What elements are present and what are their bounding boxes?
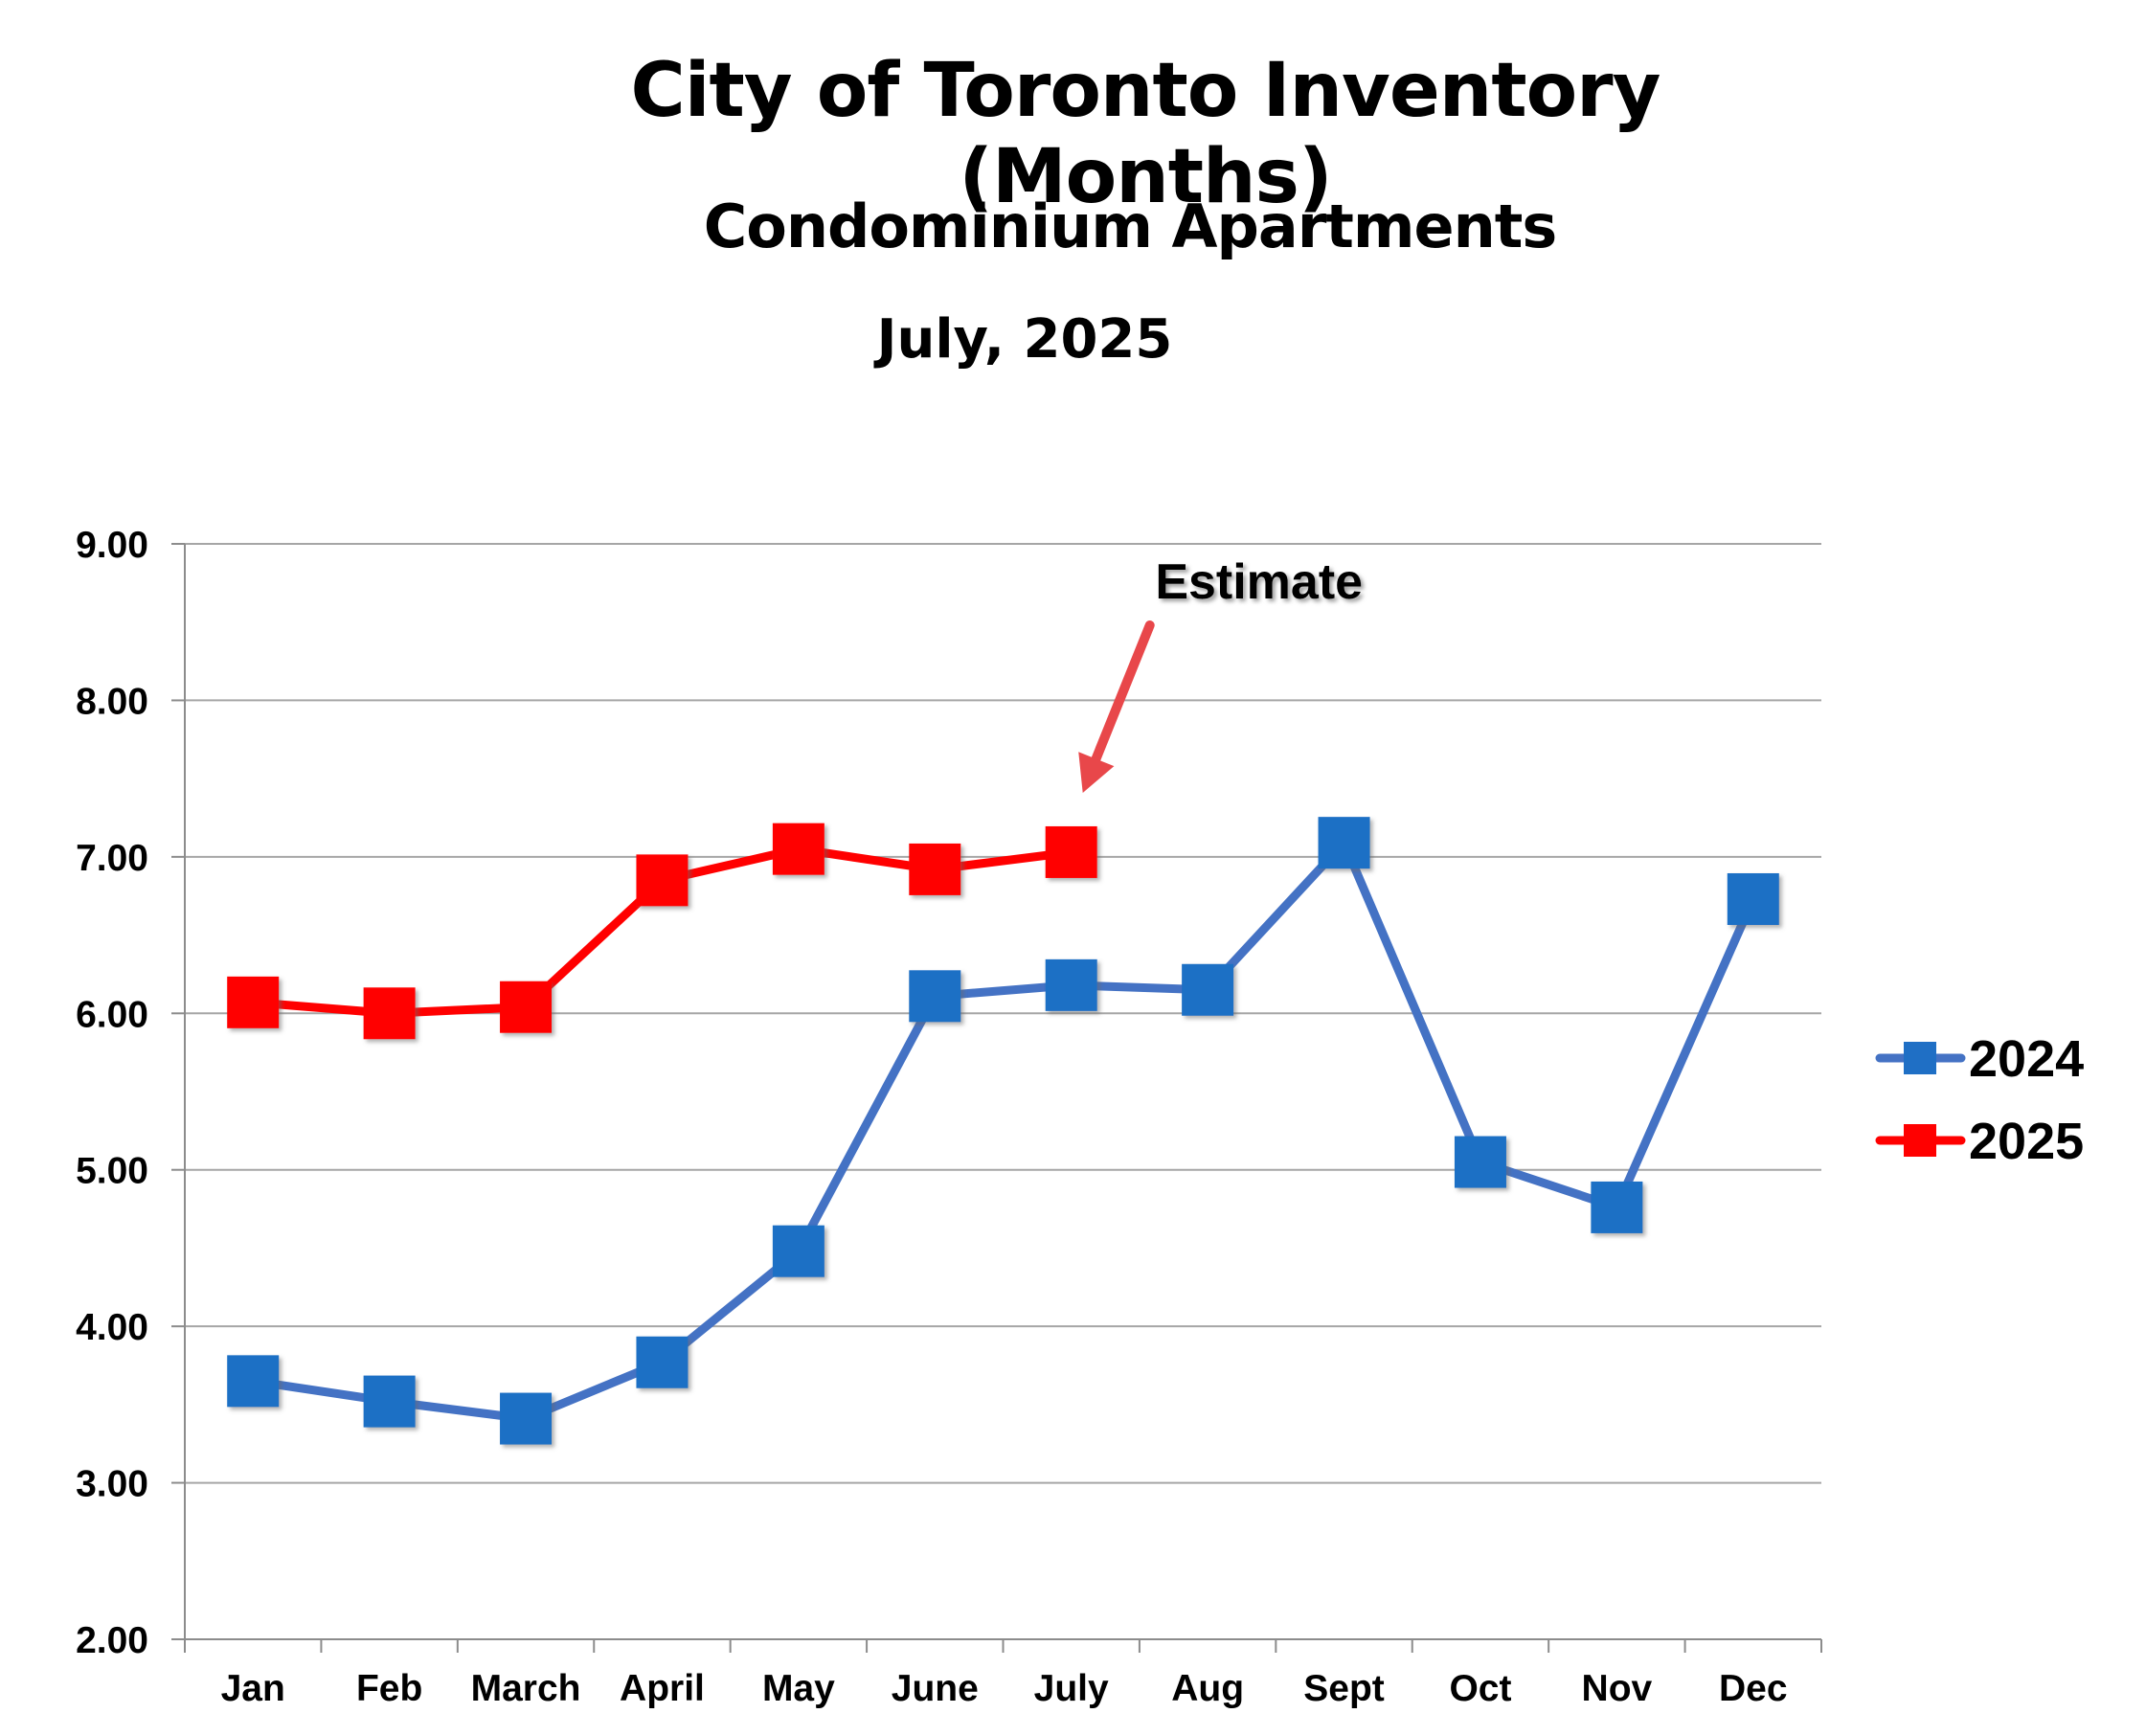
data-point-2024-Nov <box>1591 1181 1643 1233</box>
data-point-2025-Jan <box>227 976 280 1028</box>
data-point-2024-Aug <box>1182 963 1234 1016</box>
y-tick-label: 9.00 <box>76 525 148 566</box>
x-tick-label: July <box>1034 1668 1109 1709</box>
estimate-annotation-label: Estimate <box>1155 554 1363 610</box>
legend-marker-2025 <box>1904 1124 1936 1157</box>
legend: 2024 2025 <box>1875 1030 2084 1170</box>
data-point-2024-June <box>909 970 961 1023</box>
data-point-2025-June <box>909 843 961 895</box>
chart-subtitle: Condominium Apartments <box>703 192 1558 261</box>
data-point-2024-April <box>636 1336 689 1388</box>
legend-marker-2024 <box>1904 1042 1936 1074</box>
x-tick-label: June <box>892 1668 979 1709</box>
data-point-2024-March <box>500 1392 553 1445</box>
estimate-arrow-head <box>1078 752 1115 793</box>
y-tick-label: 4.00 <box>76 1307 148 1348</box>
x-axis-tick-labels: Jan Feb March April May June July Aug Sept Oct Nov… <box>221 1668 1788 1709</box>
y-tick-label: 5.00 <box>76 1151 148 1192</box>
y-tick-label: 6.00 <box>76 994 148 1035</box>
data-point-2025-May <box>772 823 825 875</box>
x-tick-label: March <box>471 1668 581 1709</box>
data-point-2025-July <box>1045 825 1097 878</box>
chart-title: City of Toronto Inventory (Months) <box>630 48 1661 220</box>
x-tick-label: Jan <box>221 1668 285 1709</box>
x-tick-label: Feb <box>356 1668 422 1709</box>
legend-label-2024: 2024 <box>1969 1030 2084 1088</box>
legend-label-2025: 2025 <box>1969 1113 2084 1170</box>
series-lines <box>227 817 1779 1445</box>
estimate-arrow-shaft <box>1083 620 1155 782</box>
data-point-2025-March <box>500 981 553 1033</box>
data-point-2024-July <box>1045 958 1097 1011</box>
chart-date-label: July, 2025 <box>876 308 1173 371</box>
x-tick-label: Dec <box>1719 1668 1788 1709</box>
axes <box>171 543 1822 1653</box>
data-point-2025-Feb <box>363 987 416 1040</box>
data-point-2024-Dec <box>1727 872 1779 925</box>
estimate-annotation: Estimate <box>1078 554 1363 793</box>
data-point-2024-Sept <box>1318 817 1370 869</box>
data-point-2024-Feb <box>363 1375 416 1428</box>
y-tick-label: 3.00 <box>76 1464 148 1505</box>
series-line-2024 <box>248 838 1758 1424</box>
x-tick-label: April <box>620 1668 705 1709</box>
data-point-2025-April <box>636 854 689 907</box>
chart-header: City of Toronto Inventory (Months) Condo… <box>0 0 2146 402</box>
y-tick-label: 8.00 <box>76 681 148 722</box>
y-tick-label: 2.00 <box>76 1620 148 1661</box>
x-tick-label: Aug <box>1171 1668 1244 1709</box>
x-tick-label: Sept <box>1303 1668 1385 1709</box>
data-point-2024-May <box>772 1225 825 1277</box>
data-point-2024-Jan <box>227 1355 280 1408</box>
x-tick-label: May <box>762 1668 835 1709</box>
x-tick-label: Oct <box>1449 1668 1511 1709</box>
y-axis-tick-labels: 2.00 3.00 4.00 5.00 6.00 7.00 8.00 9.00 <box>76 525 148 1661</box>
data-point-2024-Oct <box>1454 1136 1506 1188</box>
y-tick-label: 7.00 <box>76 838 148 879</box>
x-tick-label: Nov <box>1582 1668 1653 1709</box>
